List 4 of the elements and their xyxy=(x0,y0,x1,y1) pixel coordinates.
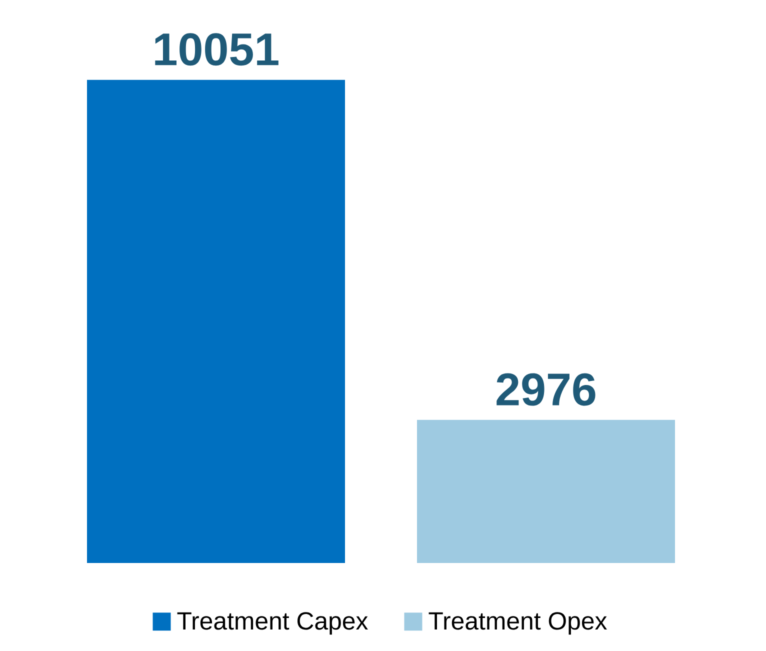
data-label: 2976 xyxy=(496,373,596,406)
legend-label: Treatment Capex xyxy=(177,612,368,635)
legend-label: Treatment Opex xyxy=(428,612,607,635)
data-label: 10051 xyxy=(155,33,278,66)
